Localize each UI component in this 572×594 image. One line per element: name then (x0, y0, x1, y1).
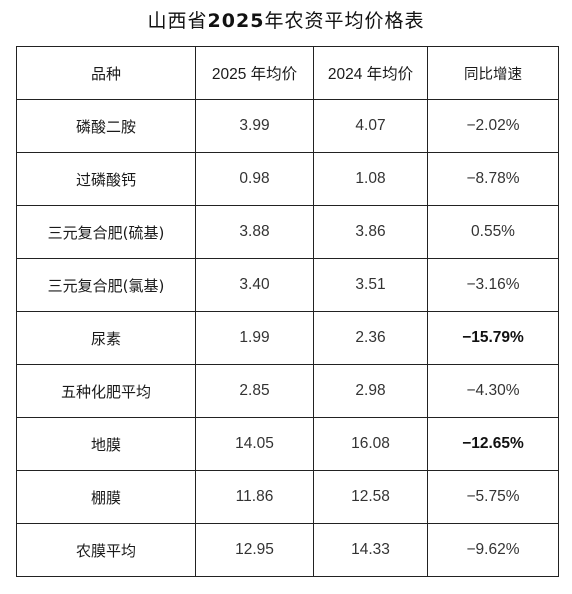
cell-2024-avg: 3.51 (313, 258, 428, 312)
cell-yoy-change: −12.65% (427, 417, 559, 471)
cell-2025-avg: 1.99 (195, 311, 314, 365)
cell-2025-avg: 0.98 (195, 152, 314, 206)
cell-2024-avg: 3.86 (313, 205, 428, 259)
cell-2025-avg: 3.40 (195, 258, 314, 312)
cell-variety: 三元复合肥(硫基) (16, 205, 196, 259)
cell-variety: 地膜 (16, 417, 196, 471)
title-suffix: 年农资平均价格表 (264, 10, 425, 32)
cell-variety: 尿素 (16, 311, 196, 365)
header-yoy-change: 同比增速 (427, 46, 559, 100)
cell-2024-avg: 12.58 (313, 470, 428, 524)
header-2025-avg: 2025 年均价 (195, 46, 314, 100)
cell-2024-avg: 4.07 (313, 99, 428, 153)
table-body: 磷酸二胺 3.99 4.07 −2.02% 过磷酸钙 0.98 1.08 −8.78% 三元复合… (16, 99, 559, 577)
header-2024-avg: 2024 年均价 (313, 46, 428, 100)
cell-2025-avg: 11.86 (195, 470, 314, 524)
table-row: 三元复合肥(硫基) 3.88 3.86 0.55% (16, 205, 559, 259)
cell-variety: 五种化肥平均 (16, 364, 196, 418)
cell-2024-avg: 14.33 (313, 523, 428, 577)
cell-2025-avg: 12.95 (195, 523, 314, 577)
cell-2025-avg: 14.05 (195, 417, 314, 471)
table-header-row: 品种 2025 年均价 2024 年均价 同比增速 (16, 46, 559, 100)
cell-2024-avg: 2.36 (313, 311, 428, 365)
cell-yoy-change: −15.79% (427, 311, 559, 365)
cell-variety: 三元复合肥(氯基) (16, 258, 196, 312)
cell-variety: 磷酸二胺 (16, 99, 196, 153)
cell-2024-avg: 1.08 (313, 152, 428, 206)
table-row: 过磷酸钙 0.98 1.08 −8.78% (16, 152, 559, 206)
cell-yoy-change: −8.78% (427, 152, 559, 206)
cell-yoy-change: −4.30% (427, 364, 559, 418)
cell-yoy-change: −9.62% (427, 523, 559, 577)
title-prefix: 山西省 (147, 10, 208, 32)
cell-variety: 农膜平均 (16, 523, 196, 577)
page-title: 山西省2025年农资平均价格表 (0, 7, 572, 35)
cell-2025-avg: 3.99 (195, 99, 314, 153)
cell-variety: 过磷酸钙 (16, 152, 196, 206)
title-year: 2025 (207, 10, 265, 32)
cell-yoy-change: −3.16% (427, 258, 559, 312)
cell-yoy-change: 0.55% (427, 205, 559, 259)
cell-2025-avg: 3.88 (195, 205, 314, 259)
table-row: 地膜 14.05 16.08 −12.65% (16, 417, 559, 471)
price-table: 品种 2025 年均价 2024 年均价 同比增速 磷酸二胺 3.99 4.07 −2… (16, 46, 559, 577)
cell-2024-avg: 2.98 (313, 364, 428, 418)
cell-yoy-change: −5.75% (427, 470, 559, 524)
table-row: 三元复合肥(氯基) 3.40 3.51 −3.16% (16, 258, 559, 312)
table-row: 尿素 1.99 2.36 −15.79% (16, 311, 559, 365)
table-row: 棚膜 11.86 12.58 −5.75% (16, 470, 559, 524)
table-row: 五种化肥平均 2.85 2.98 −4.30% (16, 364, 559, 418)
header-variety: 品种 (16, 46, 196, 100)
table-row: 农膜平均 12.95 14.33 −9.62% (16, 523, 559, 577)
cell-yoy-change: −2.02% (427, 99, 559, 153)
cell-variety: 棚膜 (16, 470, 196, 524)
cell-2024-avg: 16.08 (313, 417, 428, 471)
table-row: 磷酸二胺 3.99 4.07 −2.02% (16, 99, 559, 153)
cell-2025-avg: 2.85 (195, 364, 314, 418)
